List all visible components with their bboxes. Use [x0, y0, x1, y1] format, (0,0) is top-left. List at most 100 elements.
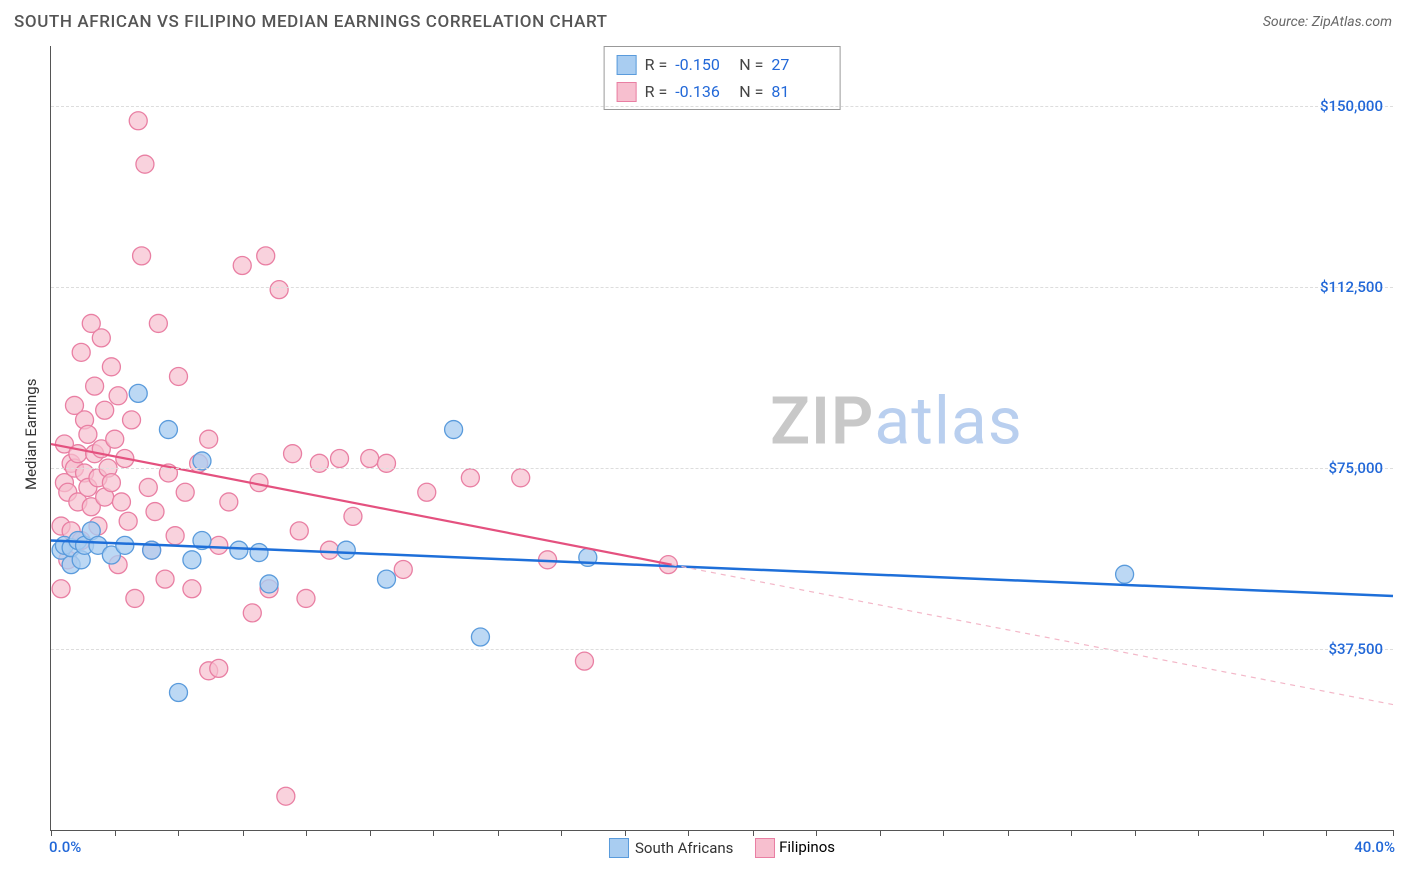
- scatter-point: [176, 483, 194, 501]
- plot-area: ZIPatlas R = -0.150 N = 27 R = -0.136 N …: [50, 46, 1393, 831]
- legend-stats: R = -0.150 N = 27 R = -0.136 N = 81: [604, 46, 841, 110]
- y-tick-label: $75,000: [1328, 459, 1383, 477]
- scatter-point: [106, 430, 124, 448]
- x-tick: [1326, 830, 1327, 836]
- scatter-point: [344, 507, 362, 525]
- gridline: [51, 468, 1393, 469]
- x-tick: [625, 830, 626, 836]
- x-tick: [498, 830, 499, 836]
- trend-line: [672, 565, 1393, 705]
- scatter-point: [512, 469, 530, 487]
- scatter-point: [109, 387, 127, 405]
- legend-series-label-1: Filipinos: [779, 838, 835, 856]
- scatter-point: [471, 628, 489, 646]
- legend-swatch-0: [617, 55, 637, 75]
- scatter-point: [243, 604, 261, 622]
- scatter-point: [257, 247, 275, 265]
- legend-series-swatch-0: [609, 838, 629, 858]
- y-tick-label: $150,000: [1320, 97, 1383, 115]
- scatter-point: [119, 512, 137, 530]
- x-tick: [1198, 830, 1199, 836]
- scatter-point: [461, 469, 479, 487]
- scatter-point: [159, 421, 177, 439]
- scatter-point: [123, 411, 141, 429]
- legend-r-val-0: -0.150: [675, 51, 731, 78]
- scatter-point: [277, 787, 295, 805]
- scatter-point: [146, 503, 164, 521]
- trend-line: [51, 541, 1393, 596]
- x-tick: [1263, 830, 1264, 836]
- y-tick-label: $37,500: [1328, 640, 1383, 658]
- scatter-point: [200, 430, 218, 448]
- x-tick: [1135, 830, 1136, 836]
- legend-r-val-1: -0.136: [675, 78, 731, 105]
- scatter-point: [79, 425, 97, 443]
- scatter-point: [394, 560, 412, 578]
- scatter-point: [378, 570, 396, 588]
- x-tick: [753, 830, 754, 836]
- legend-series-swatch-1: [755, 838, 775, 858]
- gridline: [51, 287, 1393, 288]
- legend-n-val-1: 81: [771, 78, 827, 105]
- scatter-point: [102, 474, 120, 492]
- scatter-point: [96, 401, 114, 419]
- scatter-point: [310, 454, 328, 472]
- legend-n-label-0: N =: [739, 51, 763, 78]
- legend-r-label-0: R =: [645, 51, 668, 78]
- scatter-point: [418, 483, 436, 501]
- scatter-point: [220, 493, 238, 511]
- scatter-point: [149, 314, 167, 332]
- chart-svg: [51, 46, 1393, 830]
- scatter-point: [233, 257, 251, 275]
- scatter-point: [102, 358, 120, 376]
- y-tick-label: $112,500: [1320, 278, 1383, 296]
- y-axis-label: Median Earnings: [22, 379, 40, 490]
- x-axis-max-label: 40.0%: [1354, 838, 1395, 856]
- scatter-point: [260, 575, 278, 593]
- scatter-point: [331, 450, 349, 468]
- scatter-point: [230, 541, 248, 559]
- x-tick: [370, 830, 371, 836]
- scatter-point: [139, 478, 157, 496]
- x-tick: [688, 830, 689, 836]
- x-tick: [1393, 830, 1394, 836]
- legend-r-label-1: R =: [645, 78, 668, 105]
- source-label: Source: ZipAtlas.com: [1263, 14, 1392, 30]
- x-tick: [178, 830, 179, 836]
- legend-n-val-0: 27: [771, 51, 827, 78]
- x-tick: [115, 830, 116, 836]
- scatter-point: [210, 659, 228, 677]
- x-tick: [880, 830, 881, 836]
- scatter-point: [361, 450, 379, 468]
- scatter-point: [183, 580, 201, 598]
- scatter-point: [183, 551, 201, 569]
- scatter-point: [126, 589, 144, 607]
- scatter-point: [129, 384, 147, 402]
- chart-container: SOUTH AFRICAN VS FILIPINO MEDIAN EARNING…: [0, 0, 1406, 892]
- x-tick: [816, 830, 817, 836]
- scatter-point: [86, 377, 104, 395]
- scatter-point: [169, 367, 187, 385]
- x-tick: [1071, 830, 1072, 836]
- scatter-point: [166, 527, 184, 545]
- scatter-point: [156, 570, 174, 588]
- x-tick: [433, 830, 434, 836]
- scatter-point: [1116, 565, 1134, 583]
- x-tick: [1008, 830, 1009, 836]
- scatter-point: [136, 155, 154, 173]
- legend-n-label-1: N =: [739, 78, 763, 105]
- x-tick: [243, 830, 244, 836]
- scatter-point: [270, 281, 288, 299]
- scatter-point: [250, 544, 268, 562]
- scatter-point: [378, 454, 396, 472]
- scatter-point: [133, 247, 151, 265]
- legend-swatch-1: [617, 82, 637, 102]
- scatter-point: [575, 652, 593, 670]
- scatter-point: [72, 343, 90, 361]
- scatter-point: [210, 536, 228, 554]
- scatter-point: [290, 522, 308, 540]
- scatter-point: [129, 112, 147, 130]
- gridline: [51, 649, 1393, 650]
- legend-series-label-0: South Africans: [635, 839, 733, 857]
- gridline: [51, 106, 1393, 107]
